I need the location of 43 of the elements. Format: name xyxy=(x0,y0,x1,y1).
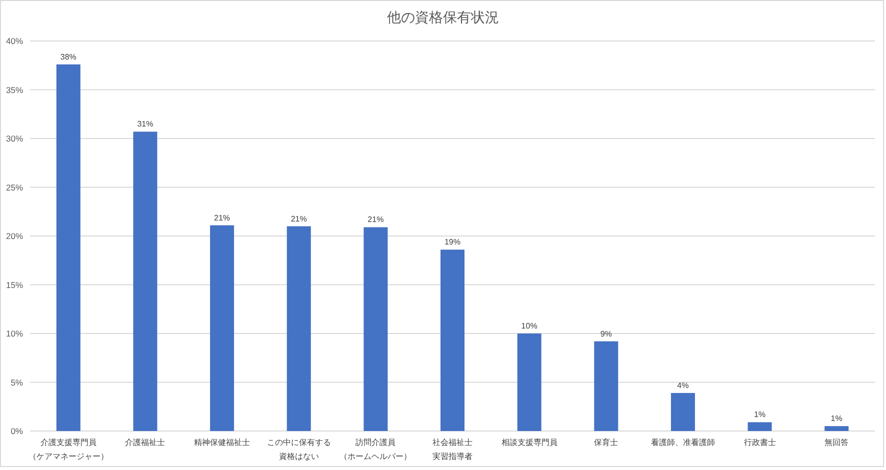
data-label: 21% xyxy=(368,215,384,224)
bar xyxy=(364,227,388,431)
data-label: 10% xyxy=(521,322,538,330)
y-tick-label: 15% xyxy=(6,280,24,290)
data-label: 21% xyxy=(214,213,230,222)
x-tick-label: 無回答 xyxy=(824,438,849,447)
bar xyxy=(517,334,542,431)
x-tick-label: 介護福祉士 xyxy=(125,438,166,447)
data-label: 4% xyxy=(677,380,689,390)
y-tick-label: 0% xyxy=(10,426,24,436)
y-tick-label: 30% xyxy=(6,134,24,144)
data-label: 1% xyxy=(830,414,842,424)
x-tick-label: 介護支援専門員（ケアマネージャー） xyxy=(28,438,108,461)
data-label: 21% xyxy=(290,214,307,224)
bar xyxy=(594,341,618,431)
x-tick-label: 行政書士 xyxy=(744,438,776,447)
bar xyxy=(56,64,80,431)
data-label: 9% xyxy=(600,329,612,338)
x-tick-label: 看護師、准看護師 xyxy=(650,438,715,447)
bar xyxy=(670,392,695,431)
chart-title: 他の資格保有状況 xyxy=(387,9,499,25)
bar xyxy=(748,422,772,431)
data-label: 31% xyxy=(137,120,154,129)
x-tick-label: 訪問介護員（ホームヘルパー） xyxy=(340,438,412,461)
y-tick-label: 25% xyxy=(6,182,24,192)
data-label: 1% xyxy=(754,410,766,420)
x-tick-label: 精神保健福祉士 xyxy=(194,438,250,447)
bar xyxy=(440,250,464,431)
y-tick-label: 20% xyxy=(6,231,24,241)
y-tick-label: 35% xyxy=(6,84,24,95)
x-tick-label: この中に保有する資格はない xyxy=(266,438,331,461)
bar xyxy=(824,426,849,431)
y-tick-label: 5% xyxy=(10,377,24,388)
data-label: 19% xyxy=(444,238,461,247)
x-tick-label: 相談支援専門員 xyxy=(501,438,558,447)
x-tick-label: 社会福祉士実習指導者 xyxy=(432,438,472,461)
y-tick-label: 10% xyxy=(6,328,24,338)
x-tick-label: 保育士 xyxy=(594,438,618,447)
bar xyxy=(286,226,311,431)
bar xyxy=(210,225,234,431)
bar xyxy=(133,132,158,431)
y-tick-label: 40% xyxy=(6,36,24,46)
data-label: 38% xyxy=(60,52,76,62)
